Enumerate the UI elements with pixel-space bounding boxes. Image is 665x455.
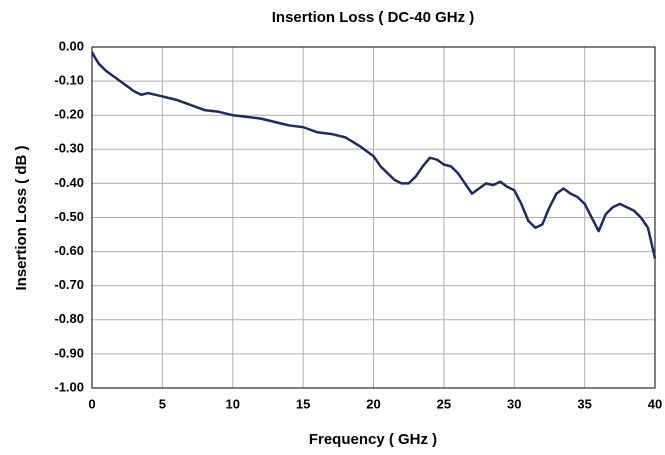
chart-title: Insertion Loss ( DC-40 GHz ) bbox=[272, 9, 475, 26]
x-tick-label: 20 bbox=[366, 396, 380, 411]
y-tick-label: -0.70 bbox=[54, 277, 84, 292]
x-tick-label: 15 bbox=[296, 396, 310, 411]
x-tick-label: 40 bbox=[648, 396, 662, 411]
x-axis-label: Frequency ( GHz ) bbox=[309, 431, 437, 448]
y-tick-label: -1.00 bbox=[54, 379, 84, 394]
x-tick-label: 5 bbox=[159, 396, 166, 411]
y-tick-label: -0.40 bbox=[54, 175, 84, 190]
y-axis-label: Insertion Loss ( dB ) bbox=[13, 145, 30, 290]
x-tick-label: 35 bbox=[577, 396, 591, 411]
x-tick-label: 10 bbox=[226, 396, 240, 411]
plot-border bbox=[91, 46, 656, 389]
y-tick-label: -0.20 bbox=[54, 107, 84, 122]
y-tick-label: -0.50 bbox=[54, 209, 84, 224]
y-tick-label: 0.00 bbox=[59, 38, 84, 53]
y-tick-label: -0.10 bbox=[54, 73, 84, 88]
y-tick-label: -0.60 bbox=[54, 243, 84, 258]
x-tick-label: 25 bbox=[437, 396, 451, 411]
x-tick-label: 30 bbox=[507, 396, 521, 411]
y-tick-label: -0.80 bbox=[54, 311, 84, 326]
y-tick-label: -0.90 bbox=[54, 345, 84, 360]
y-tick-label: -0.30 bbox=[54, 141, 84, 156]
data-line bbox=[90, 51, 657, 259]
x-tick-label: 0 bbox=[88, 396, 95, 411]
